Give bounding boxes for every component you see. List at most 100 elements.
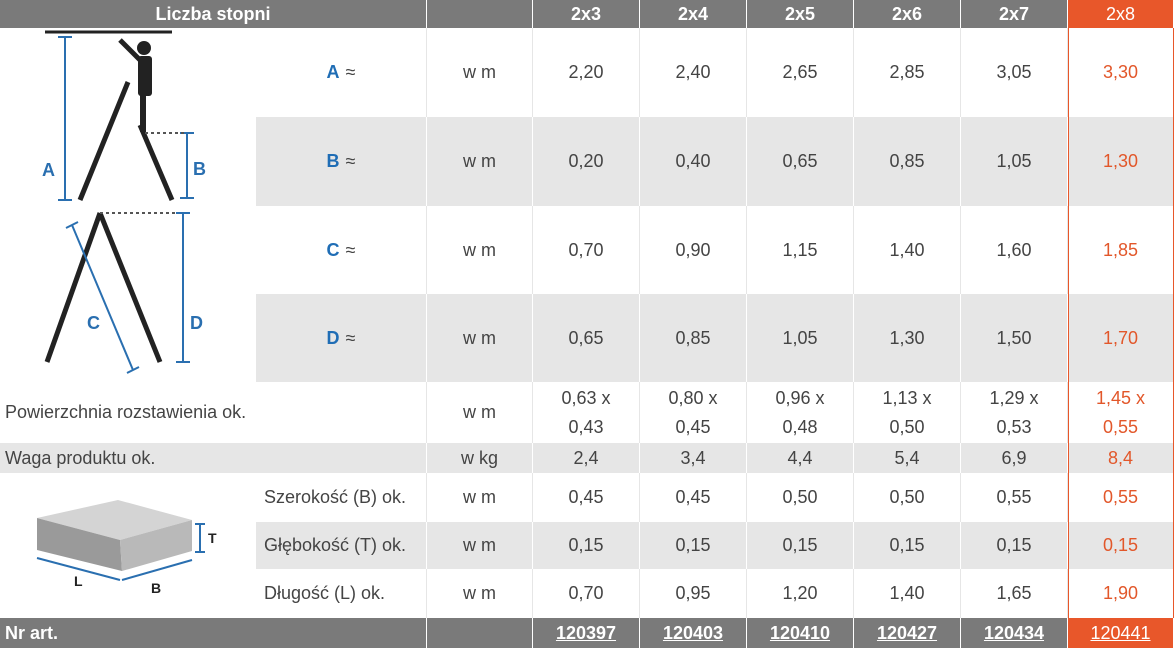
article-cell: 120427: [854, 618, 961, 648]
value-line: 0,43: [568, 416, 604, 437]
article-cell: 120434: [961, 618, 1068, 648]
approx-symbol: ≈: [345, 151, 356, 171]
unit-cell: w m: [427, 206, 533, 294]
value-cell: 0,45: [533, 473, 640, 522]
approx-symbol: ≈: [345, 239, 356, 260]
value-cell: 1,15: [747, 206, 854, 294]
value-cell: 0,55: [1068, 473, 1174, 522]
header-blank: [427, 0, 533, 28]
value-cell: 1,65: [961, 569, 1068, 618]
value-cell: 0,15: [747, 522, 854, 569]
value-cell: 0,55: [961, 473, 1068, 522]
box-label: T: [208, 530, 217, 546]
ladder-label: D: [190, 313, 203, 333]
value-line: 1,13 x: [882, 387, 932, 408]
value-cell: 1,70: [1068, 294, 1174, 382]
article-link[interactable]: 120434: [983, 622, 1045, 643]
dimension-label: C ≈: [256, 206, 427, 294]
unit-cell: w m: [427, 117, 533, 206]
article-link[interactable]: 120427: [876, 622, 938, 643]
value-cell: 4,4: [747, 443, 854, 473]
value-cell: 0,20: [533, 117, 640, 206]
value-line: 1,45 x: [1095, 387, 1146, 408]
value-cell: 1,90: [1068, 569, 1174, 618]
column-header: 2x6: [854, 0, 961, 28]
value-cell: 6,9: [961, 443, 1068, 473]
unit-cell: w kg: [427, 443, 533, 473]
ladder-label: C: [87, 313, 100, 333]
column-header: 2x5: [747, 0, 854, 28]
article-cell: 120441: [1068, 618, 1174, 648]
value-cell: 1,85: [1068, 206, 1174, 294]
value-cell: 1,13 x 0,50: [854, 382, 961, 443]
unit-cell: w m: [427, 28, 533, 117]
unit-cell: w m: [427, 382, 533, 443]
value-cell: 0,96 x 0,48: [747, 382, 854, 443]
row-label: Głębokość (T) ok.: [256, 522, 427, 569]
article-link[interactable]: 120441: [1090, 622, 1151, 643]
value-cell: 2,85: [854, 28, 961, 117]
value-cell: 0,15: [533, 522, 640, 569]
dimension-label: D ≈: [256, 294, 427, 382]
value-cell: 0,70: [533, 206, 640, 294]
approx-symbol: ≈: [345, 327, 356, 348]
value-cell: 8,4: [1068, 443, 1174, 473]
unit-cell: w m: [427, 294, 533, 382]
unit-cell: w m: [427, 522, 533, 569]
value-cell: 1,05: [961, 117, 1068, 206]
value-line: 0,80 x: [668, 387, 718, 408]
value-cell: 0,80 x 0,45: [640, 382, 747, 443]
value-cell: 0,70: [533, 569, 640, 618]
value-cell: 3,05: [961, 28, 1068, 117]
value-cell: 0,50: [854, 473, 961, 522]
value-line: 0,48: [782, 416, 818, 437]
dimension-letter: A: [326, 62, 340, 82]
value-cell: 0,15: [640, 522, 747, 569]
value-cell: 0,65: [747, 117, 854, 206]
row-label: Długość (L) ok.: [256, 569, 427, 618]
approx-symbol: ≈: [345, 62, 356, 82]
value-cell: 3,4: [640, 443, 747, 473]
dimension-letter: D: [326, 327, 340, 348]
value-cell: 1,60: [961, 206, 1068, 294]
dimension-label: A ≈: [256, 28, 427, 117]
article-link[interactable]: 120403: [662, 622, 724, 643]
header-label: Liczba stopni: [0, 0, 427, 28]
value-line: 1,29 x: [989, 387, 1039, 408]
value-cell: 1,50: [961, 294, 1068, 382]
value-line: 0,50: [889, 416, 925, 437]
value-cell: 1,45 x 0,55: [1068, 382, 1174, 443]
value-cell: 0,65: [533, 294, 640, 382]
value-cell: 0,15: [961, 522, 1068, 569]
ladder-label: A: [42, 160, 55, 180]
value-line: 0,55: [1102, 416, 1139, 437]
value-cell: 2,65: [747, 28, 854, 117]
value-cell: 2,4: [533, 443, 640, 473]
value-cell: 0,63 x 0,43: [533, 382, 640, 443]
article-link[interactable]: 120397: [555, 622, 617, 643]
value-cell: 0,45: [640, 473, 747, 522]
value-cell: 2,40: [640, 28, 747, 117]
value-cell: 1,40: [854, 206, 961, 294]
value-cell: 0,15: [1068, 522, 1174, 569]
value-cell: 0,40: [640, 117, 747, 206]
unit-cell: w m: [427, 473, 533, 522]
row-label: Waga produktu ok.: [0, 443, 427, 473]
value-line: 0,96 x: [775, 387, 825, 408]
column-header: 2x7: [961, 0, 1068, 28]
unit-cell: w m: [427, 569, 533, 618]
article-cell: 120403: [640, 618, 747, 648]
article-link[interactable]: 120410: [769, 622, 831, 643]
box-label: L: [74, 573, 83, 589]
value-cell: 0,15: [854, 522, 961, 569]
row-label: Nr art.: [0, 618, 427, 648]
column-header: 2x3: [533, 0, 640, 28]
footer-blank: [427, 618, 533, 648]
highlight-border: [1068, 28, 1069, 618]
value-cell: 2,20: [533, 28, 640, 117]
row-label: Szerokość (B) ok.: [256, 473, 427, 522]
article-cell: 120397: [533, 618, 640, 648]
value-cell: 0,85: [854, 117, 961, 206]
value-cell: 1,40: [854, 569, 961, 618]
value-cell: 0,85: [640, 294, 747, 382]
